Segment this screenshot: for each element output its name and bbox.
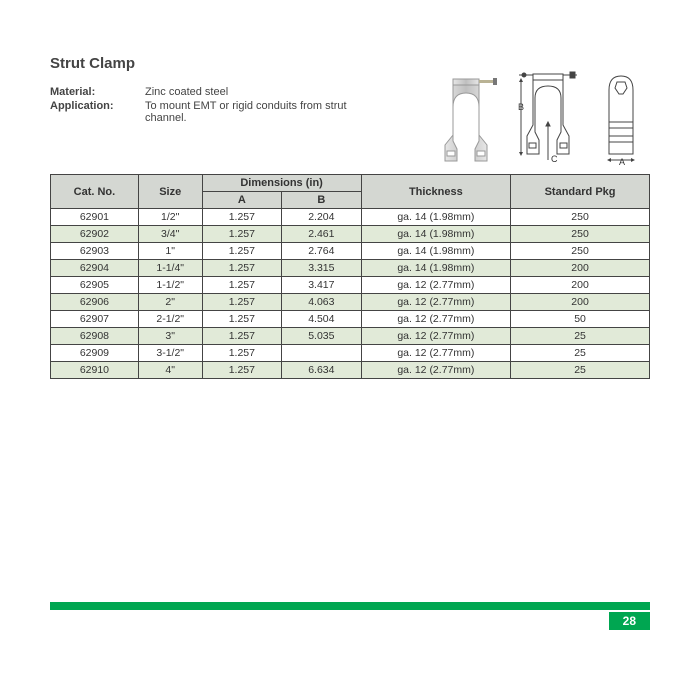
cell-thick: ga. 12 (2.77mm) [361,345,511,362]
cell-pkg: 200 [511,294,650,311]
cell-B: 2.764 [282,243,362,260]
cell-size: 3-1/2" [138,345,202,362]
application-value: To mount EMT or rigid conduits from stru… [145,100,385,124]
material-value: Zinc coated steel [145,86,228,98]
table-row: 629041-1/4"1.2573.315ga. 14 (1.98mm)200 [51,260,650,277]
page-number: 28 [609,612,650,630]
cell-B: 5.035 [282,328,362,345]
cell-pkg: 250 [511,226,650,243]
cell-pkg: 200 [511,260,650,277]
col-dim-a: A [202,192,282,209]
cell-cat: 62901 [51,209,139,226]
cell-B: 2.461 [282,226,362,243]
application-label: Application: [50,100,145,124]
table-row: 629011/2"1.2572.204ga. 14 (1.98mm)250 [51,209,650,226]
spec-table: Cat. No. Size Dimensions (in) Thickness … [50,174,650,379]
cell-A: 1.257 [202,226,282,243]
cell-cat: 62905 [51,277,139,294]
cell-pkg: 50 [511,311,650,328]
cell-size: 3/4" [138,226,202,243]
cell-A: 1.257 [202,328,282,345]
col-dim-b: B [282,192,362,209]
dim-a-label: A [619,157,625,165]
cell-B [282,345,362,362]
cell-A: 1.257 [202,260,282,277]
cell-pkg: 250 [511,209,650,226]
col-dims: Dimensions (in) [202,175,361,192]
table-row: 629072-1/2"1.2574.504ga. 12 (2.77mm)50 [51,311,650,328]
cell-size: 3" [138,328,202,345]
cell-cat: 62906 [51,294,139,311]
cell-pkg: 25 [511,362,650,379]
cell-cat: 62910 [51,362,139,379]
clamp-photo-icon [431,75,503,165]
cell-B: 2.204 [282,209,362,226]
cell-B: 4.504 [282,311,362,328]
cell-A: 1.257 [202,209,282,226]
cell-thick: ga. 14 (1.98mm) [361,260,511,277]
cell-size: 1-1/2" [138,277,202,294]
table-row: 629104"1.2576.634ga. 12 (2.77mm)25 [51,362,650,379]
cell-thick: ga. 14 (1.98mm) [361,226,511,243]
cell-A: 1.257 [202,294,282,311]
cell-thick: ga. 12 (2.77mm) [361,362,511,379]
cell-cat: 62903 [51,243,139,260]
diagram-area: B C A [431,70,645,165]
cell-thick: ga. 12 (2.77mm) [361,311,511,328]
cell-A: 1.257 [202,277,282,294]
table-row: 629023/4"1.2572.461ga. 14 (1.98mm)250 [51,226,650,243]
col-size: Size [138,175,202,209]
cell-A: 1.257 [202,362,282,379]
footer-bar [50,602,650,610]
cell-cat: 62907 [51,311,139,328]
cell-pkg: 25 [511,345,650,362]
cell-size: 4" [138,362,202,379]
material-label: Material: [50,86,145,98]
cell-cat: 62909 [51,345,139,362]
dim-c-label: C [551,154,558,164]
cell-cat: 62908 [51,328,139,345]
col-thickness: Thickness [361,175,511,209]
cell-thick: ga. 12 (2.77mm) [361,328,511,345]
cell-B: 3.315 [282,260,362,277]
cell-pkg: 200 [511,277,650,294]
table-row: 629062"1.2574.063ga. 12 (2.77mm)200 [51,294,650,311]
cell-size: 2" [138,294,202,311]
table-row: 629093-1/2"1.257 ga. 12 (2.77mm)25 [51,345,650,362]
cell-thick: ga. 14 (1.98mm) [361,243,511,260]
cell-pkg: 250 [511,243,650,260]
cell-size: 1-1/4" [138,260,202,277]
cell-thick: ga. 12 (2.77mm) [361,277,511,294]
cell-A: 1.257 [202,311,282,328]
clamp-front-diagram-icon: B C [515,70,585,165]
col-cat: Cat. No. [51,175,139,209]
table-row: 629083"1.2575.035ga. 12 (2.77mm)25 [51,328,650,345]
cell-cat: 62904 [51,260,139,277]
table-row: 629031"1.2572.764ga. 14 (1.98mm)250 [51,243,650,260]
clamp-side-diagram-icon: A [597,70,645,165]
cell-thick: ga. 14 (1.98mm) [361,209,511,226]
table-row: 629051-1/2"1.2573.417ga. 12 (2.77mm)200 [51,277,650,294]
cell-size: 1/2" [138,209,202,226]
cell-size: 1" [138,243,202,260]
cell-cat: 62902 [51,226,139,243]
cell-B: 4.063 [282,294,362,311]
cell-B: 3.417 [282,277,362,294]
cell-B: 6.634 [282,362,362,379]
cell-size: 2-1/2" [138,311,202,328]
col-stdpkg: Standard Pkg [511,175,650,209]
cell-A: 1.257 [202,243,282,260]
cell-pkg: 25 [511,328,650,345]
cell-thick: ga. 12 (2.77mm) [361,294,511,311]
cell-A: 1.257 [202,345,282,362]
